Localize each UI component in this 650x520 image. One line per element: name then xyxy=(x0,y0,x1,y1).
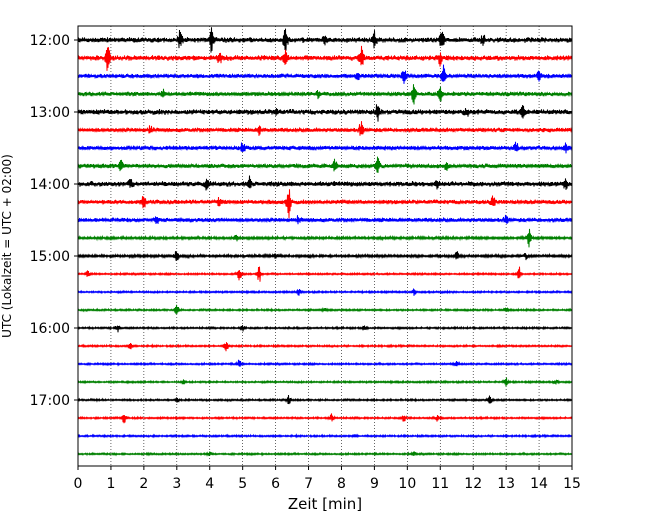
trace-1615 xyxy=(77,342,573,352)
y-tick-label-1: 13:00 xyxy=(30,105,70,121)
trace-1600 xyxy=(77,325,573,333)
y-tick-label-3: 15:00 xyxy=(30,249,70,265)
trace-1230 xyxy=(77,64,573,84)
trace-1645 xyxy=(77,377,573,387)
x-axis-ticks: 0 1 2 3 4 5 6 7 8 9 10 11 12 13 14 15 xyxy=(74,466,581,492)
trace-1330 xyxy=(77,141,573,154)
x-tick-label-14: 14 xyxy=(530,476,548,492)
x-tick-label-10: 10 xyxy=(398,476,416,492)
trace-1430 xyxy=(77,214,573,225)
x-tick-label-4: 4 xyxy=(205,476,214,492)
trace-1315 xyxy=(77,121,573,136)
trace-1400 xyxy=(77,175,573,191)
x-tick-label-13: 13 xyxy=(497,476,515,492)
trace-1545 xyxy=(77,304,573,315)
x-tick-label-3: 3 xyxy=(172,476,181,492)
y-tick-label-2: 14:00 xyxy=(30,177,70,193)
grid-lines xyxy=(110,26,540,466)
trace-1215 xyxy=(77,45,573,71)
x-tick-label-8: 8 xyxy=(337,476,346,492)
trace-1530 xyxy=(77,288,573,296)
x-tick-label-11: 11 xyxy=(431,476,449,492)
plot-frame xyxy=(77,25,573,467)
trace-1715 xyxy=(77,413,573,424)
x-tick-label-1: 1 xyxy=(106,476,115,492)
x-tick-label-0: 0 xyxy=(74,476,83,492)
y-tick-label-5: 17:00 xyxy=(30,393,70,409)
trace-1415 xyxy=(77,189,573,219)
x-tick-label-12: 12 xyxy=(464,476,482,492)
y-tick-label-4: 16:00 xyxy=(30,321,70,337)
trace-1730 xyxy=(77,433,573,439)
trace-1745 xyxy=(77,451,573,457)
trace-1515 xyxy=(77,266,573,282)
trace-lines xyxy=(77,27,573,457)
trace-1300 xyxy=(77,104,573,122)
trace-1200 xyxy=(77,27,573,53)
x-tick-label-5: 5 xyxy=(238,476,247,492)
y-axis-ticks: 12:00 13:00 14:00 15:00 16:00 17:00 xyxy=(30,33,78,409)
trace-1500 xyxy=(77,251,573,261)
x-tick-label-2: 2 xyxy=(139,476,148,492)
trace-1345 xyxy=(77,156,573,173)
x-tick-label-6: 6 xyxy=(271,476,280,492)
trace-1445 xyxy=(77,228,573,248)
y-tick-label-0: 12:00 xyxy=(30,33,70,49)
trace-1245 xyxy=(77,84,573,105)
trace-1630 xyxy=(77,359,573,367)
x-tick-label-7: 7 xyxy=(304,476,313,492)
x-axis-label: Zeit [min] xyxy=(288,495,362,513)
y-axis-label: UTC (Lokalzeit = UTC + 02:00) xyxy=(0,154,14,338)
x-tick-label-15: 15 xyxy=(563,476,581,492)
trace-1700 xyxy=(77,394,573,405)
x-tick-label-9: 9 xyxy=(370,476,379,492)
